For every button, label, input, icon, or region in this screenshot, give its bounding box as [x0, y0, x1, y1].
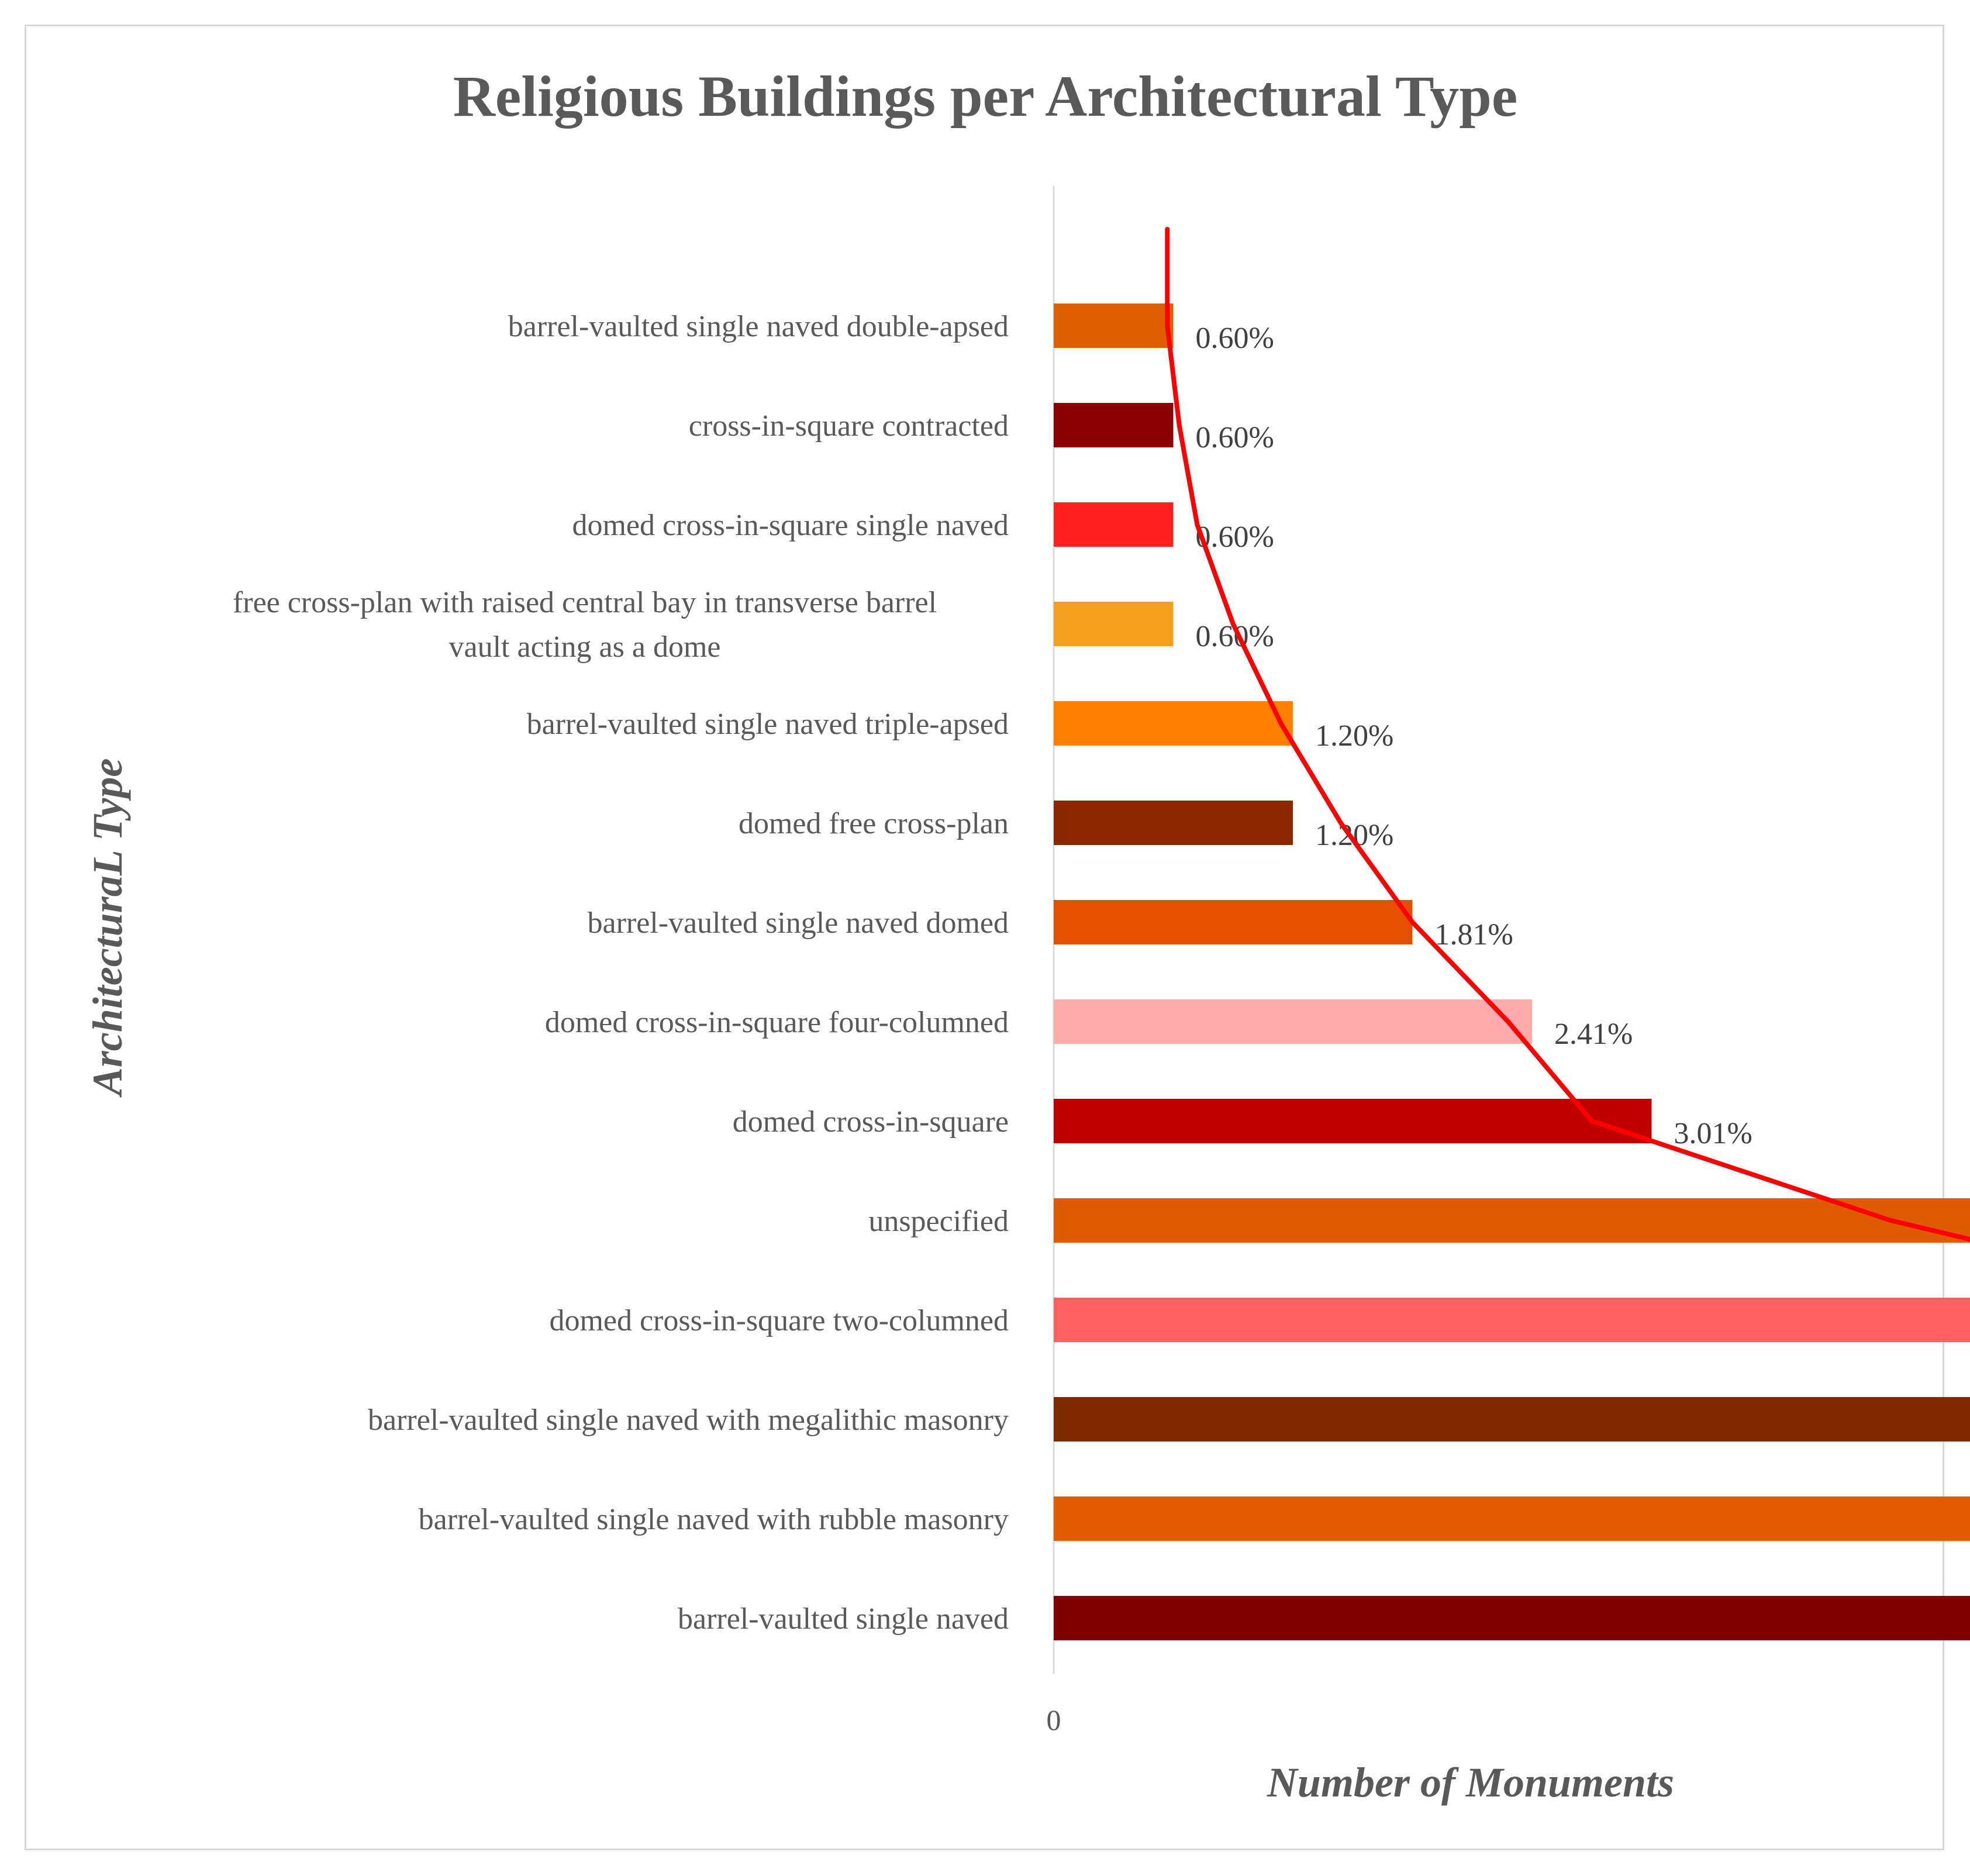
- trendline-path: [1165, 227, 1970, 1242]
- bar: [1054, 1099, 1652, 1143]
- category-label: domed cross-in-square: [733, 1105, 1009, 1139]
- category-label: cross-in-square contracted: [689, 409, 1009, 443]
- data-label: 1.20%: [1315, 819, 1393, 852]
- category-label: domed cross-in-square single naved: [572, 509, 1009, 542]
- chart-frame: [25, 25, 1944, 1850]
- x-axis-title: Number of Monuments: [1267, 1759, 1674, 1806]
- data-label: 1.20%: [1315, 719, 1393, 753]
- bar: [1054, 1596, 1970, 1640]
- x-tick-label: 0: [1047, 1703, 1061, 1736]
- category-label: unspecified: [868, 1205, 1009, 1238]
- bar: [1054, 999, 1532, 1044]
- category-label: barrel-vaulted single naved: [678, 1602, 1009, 1636]
- bar: [1054, 701, 1293, 746]
- trendline: [1165, 227, 1970, 1242]
- category-label: domed cross-in-square two-columned: [549, 1304, 1009, 1337]
- category-label: barrel-vaulted single naved triple-apsed: [527, 708, 1009, 741]
- bar: [1054, 801, 1293, 845]
- category-label: barrel-vaulted single naved double-apsed: [508, 310, 1009, 343]
- category-label: free cross-plan with raised central bay …: [233, 586, 937, 619]
- data-label: 0.60%: [1196, 520, 1274, 554]
- bar: [1054, 1496, 1970, 1541]
- data-label: 1.81%: [1435, 918, 1513, 951]
- category-labels: barrel-vaulted single naved barrel-vaulte…: [233, 310, 1009, 1636]
- bar: [1054, 1298, 1970, 1342]
- category-label: barrel-vaulted single naved with megalit…: [368, 1403, 1009, 1437]
- bar: [1054, 304, 1174, 348]
- chart-title: Religious Buildings per Architectural Ty…: [453, 64, 1518, 129]
- data-label: 3.01%: [1674, 1117, 1752, 1150]
- data-label: 0.60%: [1196, 421, 1274, 454]
- bar: [1054, 502, 1174, 547]
- data-labels: 36.75%26.51%12.05%7.23%5.42%3.01%2.41%1.…: [1196, 322, 1752, 1150]
- data-label: 2.41%: [1554, 1018, 1633, 1051]
- category-label: domed cross-in-square four-columned: [545, 1006, 1009, 1039]
- category-label: domed free cross-plan: [739, 807, 1009, 840]
- bar: [1054, 900, 1413, 944]
- category-label: barrel-vaulted single naved domed: [587, 906, 1009, 940]
- y-axis-title: ArchitecturaL Type: [84, 758, 131, 1098]
- category-label: vault acting as a dome: [449, 630, 721, 664]
- data-label: 0.60%: [1196, 322, 1274, 355]
- bar: [1054, 1198, 1970, 1243]
- x-tick-labels: 010203040506070: [1047, 1703, 1061, 1736]
- bars: [1054, 304, 1970, 1640]
- category-label: barrel-vaulted single naved with rubble …: [419, 1503, 1009, 1536]
- bar: [1054, 403, 1174, 447]
- bar: [1054, 1397, 1970, 1442]
- bar: [1054, 602, 1174, 646]
